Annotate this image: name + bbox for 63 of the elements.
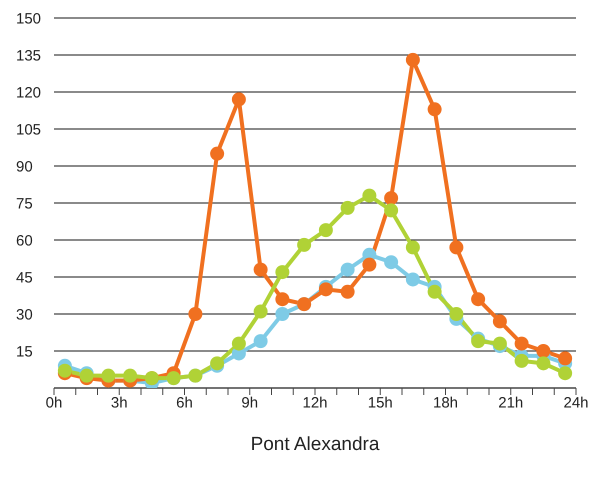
point: [406, 240, 420, 254]
y-tick-label: 90: [16, 158, 33, 176]
y-tick-label: 150: [16, 10, 42, 28]
y-tick-label: 30: [16, 306, 33, 324]
point: [362, 258, 376, 272]
point: [254, 334, 268, 348]
y-tick-label: 75: [16, 195, 33, 212]
point: [188, 307, 202, 321]
point: [428, 284, 442, 299]
point: [58, 364, 72, 378]
point: [384, 191, 398, 206]
point: [536, 344, 550, 358]
point: [275, 307, 290, 321]
point: [210, 146, 224, 161]
y-tick-label: 135: [16, 47, 42, 64]
point: [384, 203, 398, 218]
x-tick-label: 0h: [46, 394, 62, 412]
point: [406, 272, 420, 286]
x-tick-label: 3h: [110, 394, 128, 412]
point: [232, 92, 246, 106]
point: [428, 102, 442, 116]
x-tick-label: 24h: [563, 394, 589, 412]
point: [514, 354, 529, 368]
point: [536, 356, 550, 370]
point: [275, 292, 290, 306]
x-tick-label: 18h: [432, 394, 458, 412]
point: [449, 240, 464, 254]
point: [514, 336, 529, 351]
x-tick-label: 9h: [241, 394, 258, 412]
y-tick-label: 120: [16, 84, 42, 102]
point: [318, 282, 333, 296]
point: [449, 307, 464, 321]
point: [492, 314, 507, 328]
point: [275, 265, 290, 280]
point: [384, 255, 398, 270]
x-axis-title: Pont Alexandra: [250, 434, 380, 455]
point: [340, 284, 355, 299]
point: [492, 336, 507, 351]
point: [406, 52, 420, 67]
point: [101, 368, 116, 383]
point: [297, 238, 312, 252]
x-tick-label: 6h: [176, 394, 193, 412]
y-tick-label: 105: [16, 121, 42, 138]
point: [123, 368, 138, 383]
point: [254, 304, 268, 319]
point: [210, 356, 224, 370]
y-tick-label: 45: [16, 269, 33, 286]
y-tick-label: 60: [16, 232, 33, 250]
point: [471, 292, 486, 306]
x-tick-label: 15h: [368, 394, 393, 412]
y-tick-label: 15: [16, 343, 33, 360]
point: [80, 368, 94, 383]
point: [318, 223, 333, 238]
x-tick-label: 12h: [302, 394, 328, 412]
point: [232, 336, 246, 351]
point: [558, 366, 572, 380]
point: [340, 262, 355, 277]
point: [254, 262, 268, 277]
point: [340, 200, 355, 215]
point: [471, 334, 486, 348]
point: [558, 351, 572, 366]
point: [362, 188, 376, 203]
x-tick-label: 21h: [498, 394, 524, 412]
